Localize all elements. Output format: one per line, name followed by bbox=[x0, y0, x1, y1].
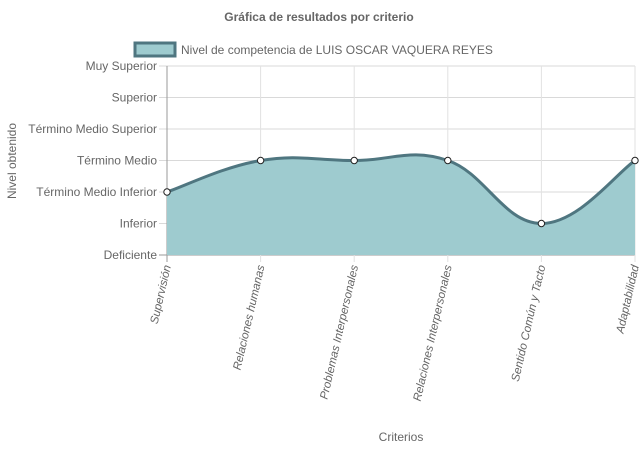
y-axis-title: Nivel obtenido bbox=[5, 123, 19, 199]
x-tick-label: Sentido Común y Tacto bbox=[510, 263, 549, 382]
x-axis-title: Criterios bbox=[379, 430, 424, 444]
data-point[interactable] bbox=[256, 156, 265, 165]
y-tick-label: Muy Superior bbox=[86, 59, 157, 73]
x-tick-label: Relaciones humanas bbox=[232, 264, 268, 372]
x-tick-label: Adaptabilidad bbox=[614, 263, 639, 335]
chart-title: Gráfica de resultados por criterio bbox=[224, 10, 413, 24]
y-axis-ticks: Deficiente Inferior Término Medio Inferior… bbox=[28, 59, 157, 262]
data-point[interactable] bbox=[350, 156, 358, 165]
points-layer bbox=[163, 156, 639, 228]
x-tick-label: Supervisión bbox=[149, 264, 174, 325]
x-axis-ticks: Supervisión Relaciones humanas Problemas I… bbox=[149, 263, 639, 402]
series-area bbox=[167, 154, 635, 255]
legend-swatch bbox=[133, 41, 177, 58]
data-point[interactable] bbox=[163, 188, 171, 196]
data-point[interactable] bbox=[631, 156, 639, 165]
legend[interactable]: Nivel de competencia de LUIS OSCAR VAQUE… bbox=[133, 41, 493, 58]
series-line bbox=[166, 153, 636, 226]
y-tick-label: Deficiente bbox=[104, 248, 158, 262]
y-tick-label: Término Medio bbox=[77, 154, 157, 168]
legend-label: Nivel de competencia de LUIS OSCAR VAQUE… bbox=[181, 43, 493, 57]
y-tick-label: Superior bbox=[112, 91, 157, 105]
y-tick-label: Inferior bbox=[120, 217, 157, 231]
area-layer bbox=[166, 153, 636, 255]
y-tick-label: Término Medio Superior bbox=[28, 122, 157, 136]
data-point[interactable] bbox=[444, 156, 452, 165]
data-point[interactable] bbox=[537, 219, 546, 228]
x-tick-label: Problemas Interpersonales bbox=[319, 264, 362, 401]
x-tick-label: Relaciones Interpersonales bbox=[412, 264, 455, 403]
y-tick-label: Término Medio Inferior bbox=[36, 185, 157, 199]
